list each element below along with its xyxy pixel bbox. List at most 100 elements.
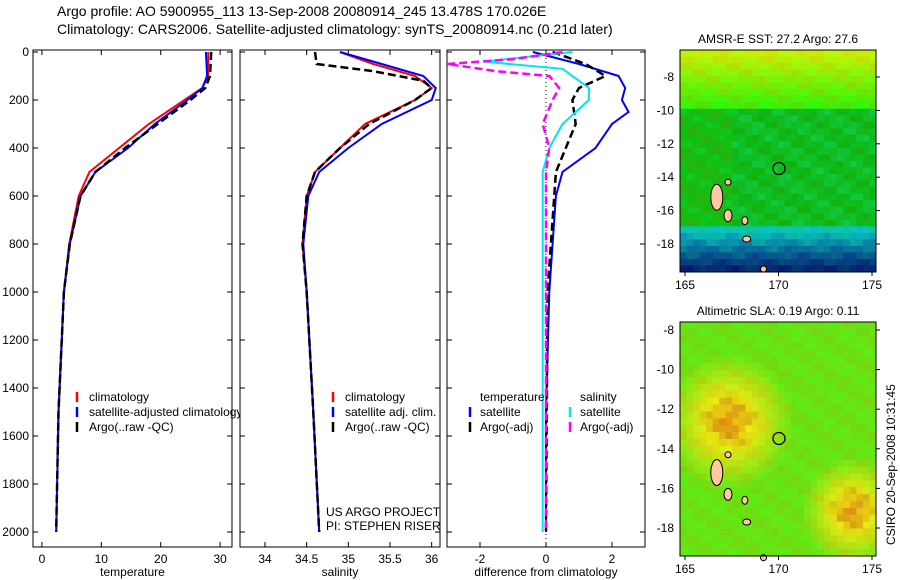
map-cell — [771, 76, 779, 84]
map-cell — [869, 128, 877, 136]
map-cell — [758, 528, 766, 536]
map-cell — [830, 258, 838, 266]
map-cell — [758, 206, 766, 214]
map-cell — [680, 187, 688, 195]
map-cell — [706, 335, 714, 344]
map-cell — [791, 76, 799, 84]
map-cell — [843, 459, 851, 468]
series-salinity-argo-adj- — [446, 50, 563, 532]
map-cell — [862, 206, 870, 214]
map-cell — [797, 226, 805, 234]
map-cell — [680, 487, 688, 495]
map-cell — [823, 494, 831, 502]
map-cell — [862, 328, 870, 337]
map-cell — [843, 82, 851, 90]
map-cell — [830, 390, 838, 399]
map-cell — [804, 549, 812, 557]
map-cell — [771, 121, 779, 129]
map-cell — [836, 480, 844, 488]
map-cell — [764, 219, 772, 227]
map-cell — [751, 411, 759, 419]
map-cell — [810, 252, 818, 260]
map-cell — [686, 174, 694, 182]
map-cell — [849, 356, 857, 364]
map-cell — [751, 95, 759, 103]
map-cell — [823, 356, 831, 364]
map-cell — [719, 134, 727, 142]
map-cell — [706, 521, 714, 529]
map-cell — [849, 383, 857, 392]
map-cell — [686, 349, 694, 357]
map-cell — [699, 63, 707, 71]
map-cell — [843, 473, 851, 481]
map-cell — [758, 425, 766, 433]
map-cell — [771, 542, 779, 550]
map-cell — [693, 252, 701, 260]
map-cell — [693, 494, 701, 502]
map-cell — [804, 258, 812, 266]
map-cell — [719, 535, 727, 543]
map-cell — [771, 63, 779, 71]
map-cell — [830, 494, 838, 502]
island-shape — [723, 209, 733, 223]
map-cell — [778, 356, 786, 364]
map-cell — [823, 76, 831, 84]
map-cell — [784, 76, 792, 84]
map-cell — [817, 141, 825, 149]
map-cell — [712, 50, 720, 58]
map-cell — [804, 383, 812, 392]
map-cell — [869, 141, 877, 149]
map-cell — [836, 514, 844, 523]
map-cell — [686, 494, 694, 502]
map-cell — [712, 439, 720, 447]
x-tick-label: 2 — [609, 552, 616, 566]
side-label: CSIRO 20-Sep-2008 10:31:45 — [884, 384, 898, 545]
map-cell — [725, 459, 733, 468]
map-cell — [836, 226, 844, 234]
map-cell — [843, 141, 851, 149]
map-cell — [680, 411, 688, 419]
map-cell — [699, 76, 707, 84]
map-cell — [849, 507, 857, 516]
map-cell — [738, 480, 746, 488]
map-cell — [725, 342, 733, 351]
map-cell — [712, 411, 720, 419]
map-cell — [745, 167, 753, 175]
map-cell — [778, 95, 786, 103]
map-cell — [745, 322, 753, 330]
map-cell — [869, 480, 877, 488]
map-cell — [693, 232, 701, 240]
map-cell — [712, 252, 720, 260]
map-cell — [869, 121, 877, 129]
map-cell — [830, 239, 838, 247]
map-cell — [699, 180, 707, 188]
map-cell — [693, 154, 701, 162]
map-cell — [719, 50, 727, 58]
map-cell — [836, 121, 844, 129]
map-cell — [725, 252, 733, 260]
map-cell — [869, 542, 877, 550]
map-cell — [843, 535, 851, 543]
map-cell — [791, 404, 799, 412]
map-cell — [797, 528, 805, 536]
map-cell — [836, 193, 844, 201]
map-cell — [778, 425, 786, 433]
map-cell — [719, 383, 727, 392]
map-cell — [719, 89, 727, 97]
map-cell — [738, 397, 746, 406]
map-cell — [693, 473, 701, 481]
map-cell — [699, 521, 707, 529]
map-cell — [823, 180, 831, 188]
map-cell — [797, 76, 805, 84]
map-cell — [725, 115, 733, 123]
map-cell — [823, 411, 831, 419]
map-cell — [830, 466, 838, 474]
map-cell — [817, 363, 825, 371]
map-cell — [712, 514, 720, 523]
map-cell — [797, 445, 805, 454]
map-cell — [751, 459, 759, 468]
map-cell — [686, 76, 694, 84]
map-cell — [817, 494, 825, 502]
island-shape — [710, 183, 724, 211]
map-cell — [706, 219, 714, 227]
